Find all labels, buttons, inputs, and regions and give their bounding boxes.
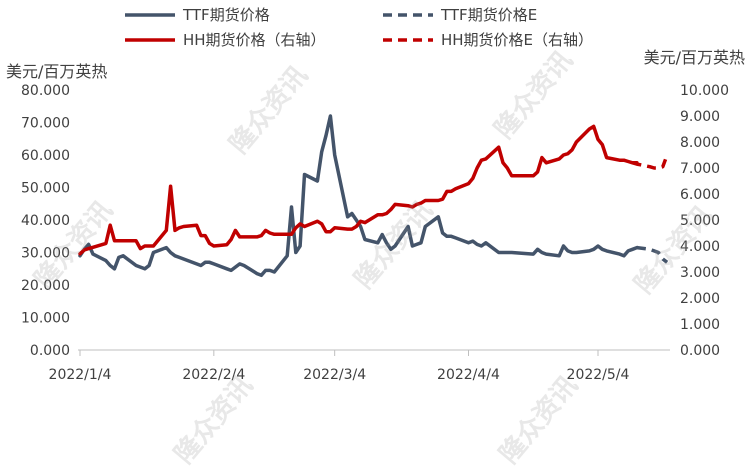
x-tick-label: 2022/1/4 <box>49 367 112 383</box>
x-tick-label: 2022/3/4 <box>303 367 366 383</box>
right-tick-label: 3.000 <box>680 265 720 281</box>
right-tick-label: 5.000 <box>680 213 720 229</box>
legend: TTF期货价格 TTF期货价格E HH期货价格（右轴） HH期货价格E（右轴） <box>125 6 593 49</box>
x-tick-label: 2022/5/4 <box>567 367 630 383</box>
right-tick-label: 4.000 <box>680 239 720 255</box>
series-line-hh_e <box>632 154 669 170</box>
chart-canvas: TTF期货价格 TTF期货价格E HH期货价格（右轴） HH期货价格E（右轴） 美元/… <box>6 6 745 383</box>
right-tick-label: 2.000 <box>680 291 720 307</box>
left-tick-label: 0.000 <box>30 343 70 359</box>
left-tick-label: 60.000 <box>21 148 70 164</box>
right-tick-label: 8.000 <box>680 135 720 151</box>
left-tick-label: 30.000 <box>21 246 70 262</box>
right-tick-label: 0.000 <box>680 343 720 359</box>
x-axis-ticks: 2022/1/4 2022/2/4 2022/3/4 2022/4/4 2022/5/4 <box>49 350 630 383</box>
left-tick-label: 20.000 <box>21 278 70 294</box>
right-tick-label: 6.000 <box>680 187 720 203</box>
series-line-hh <box>78 124 639 256</box>
left-axis-ticks: 0.000 10.000 20.000 30.000 40.000 50.000 60.00… <box>21 83 70 359</box>
legend-label-hh_e: HH期货价格E（右轴） <box>441 31 593 49</box>
left-axis-unit-label: 美元/百万英热 <box>6 62 107 81</box>
right-axis-ticks: 0.000 1.000 2.000 3.000 4.000 5.000 6.000 7.000… <box>680 83 729 359</box>
left-tick-label: 70.000 <box>21 116 70 132</box>
legend-label-ttf_e: TTF期货价格E <box>440 6 537 24</box>
legend-label-hh: HH期货价格（右轴） <box>183 31 326 49</box>
right-tick-label: 9.000 <box>680 109 720 125</box>
series-line-ttf <box>78 114 639 278</box>
x-tick-label: 2022/2/4 <box>182 367 245 383</box>
right-tick-label: 7.000 <box>680 161 720 177</box>
x-tick-label: 2022/4/4 <box>437 367 500 383</box>
right-tick-label: 1.000 <box>680 317 720 333</box>
right-axis-unit-label: 美元/百万英热 <box>644 48 745 67</box>
left-tick-label: 10.000 <box>21 311 70 327</box>
right-tick-label: 10.000 <box>680 83 729 99</box>
left-tick-label: 50.000 <box>21 181 70 197</box>
series-line-ttf_e <box>636 245 669 264</box>
left-tick-label: 80.000 <box>21 83 70 99</box>
legend-label-ttf: TTF期货价格 <box>182 6 270 24</box>
series-layer <box>78 114 669 278</box>
left-tick-label: 40.000 <box>21 213 70 229</box>
